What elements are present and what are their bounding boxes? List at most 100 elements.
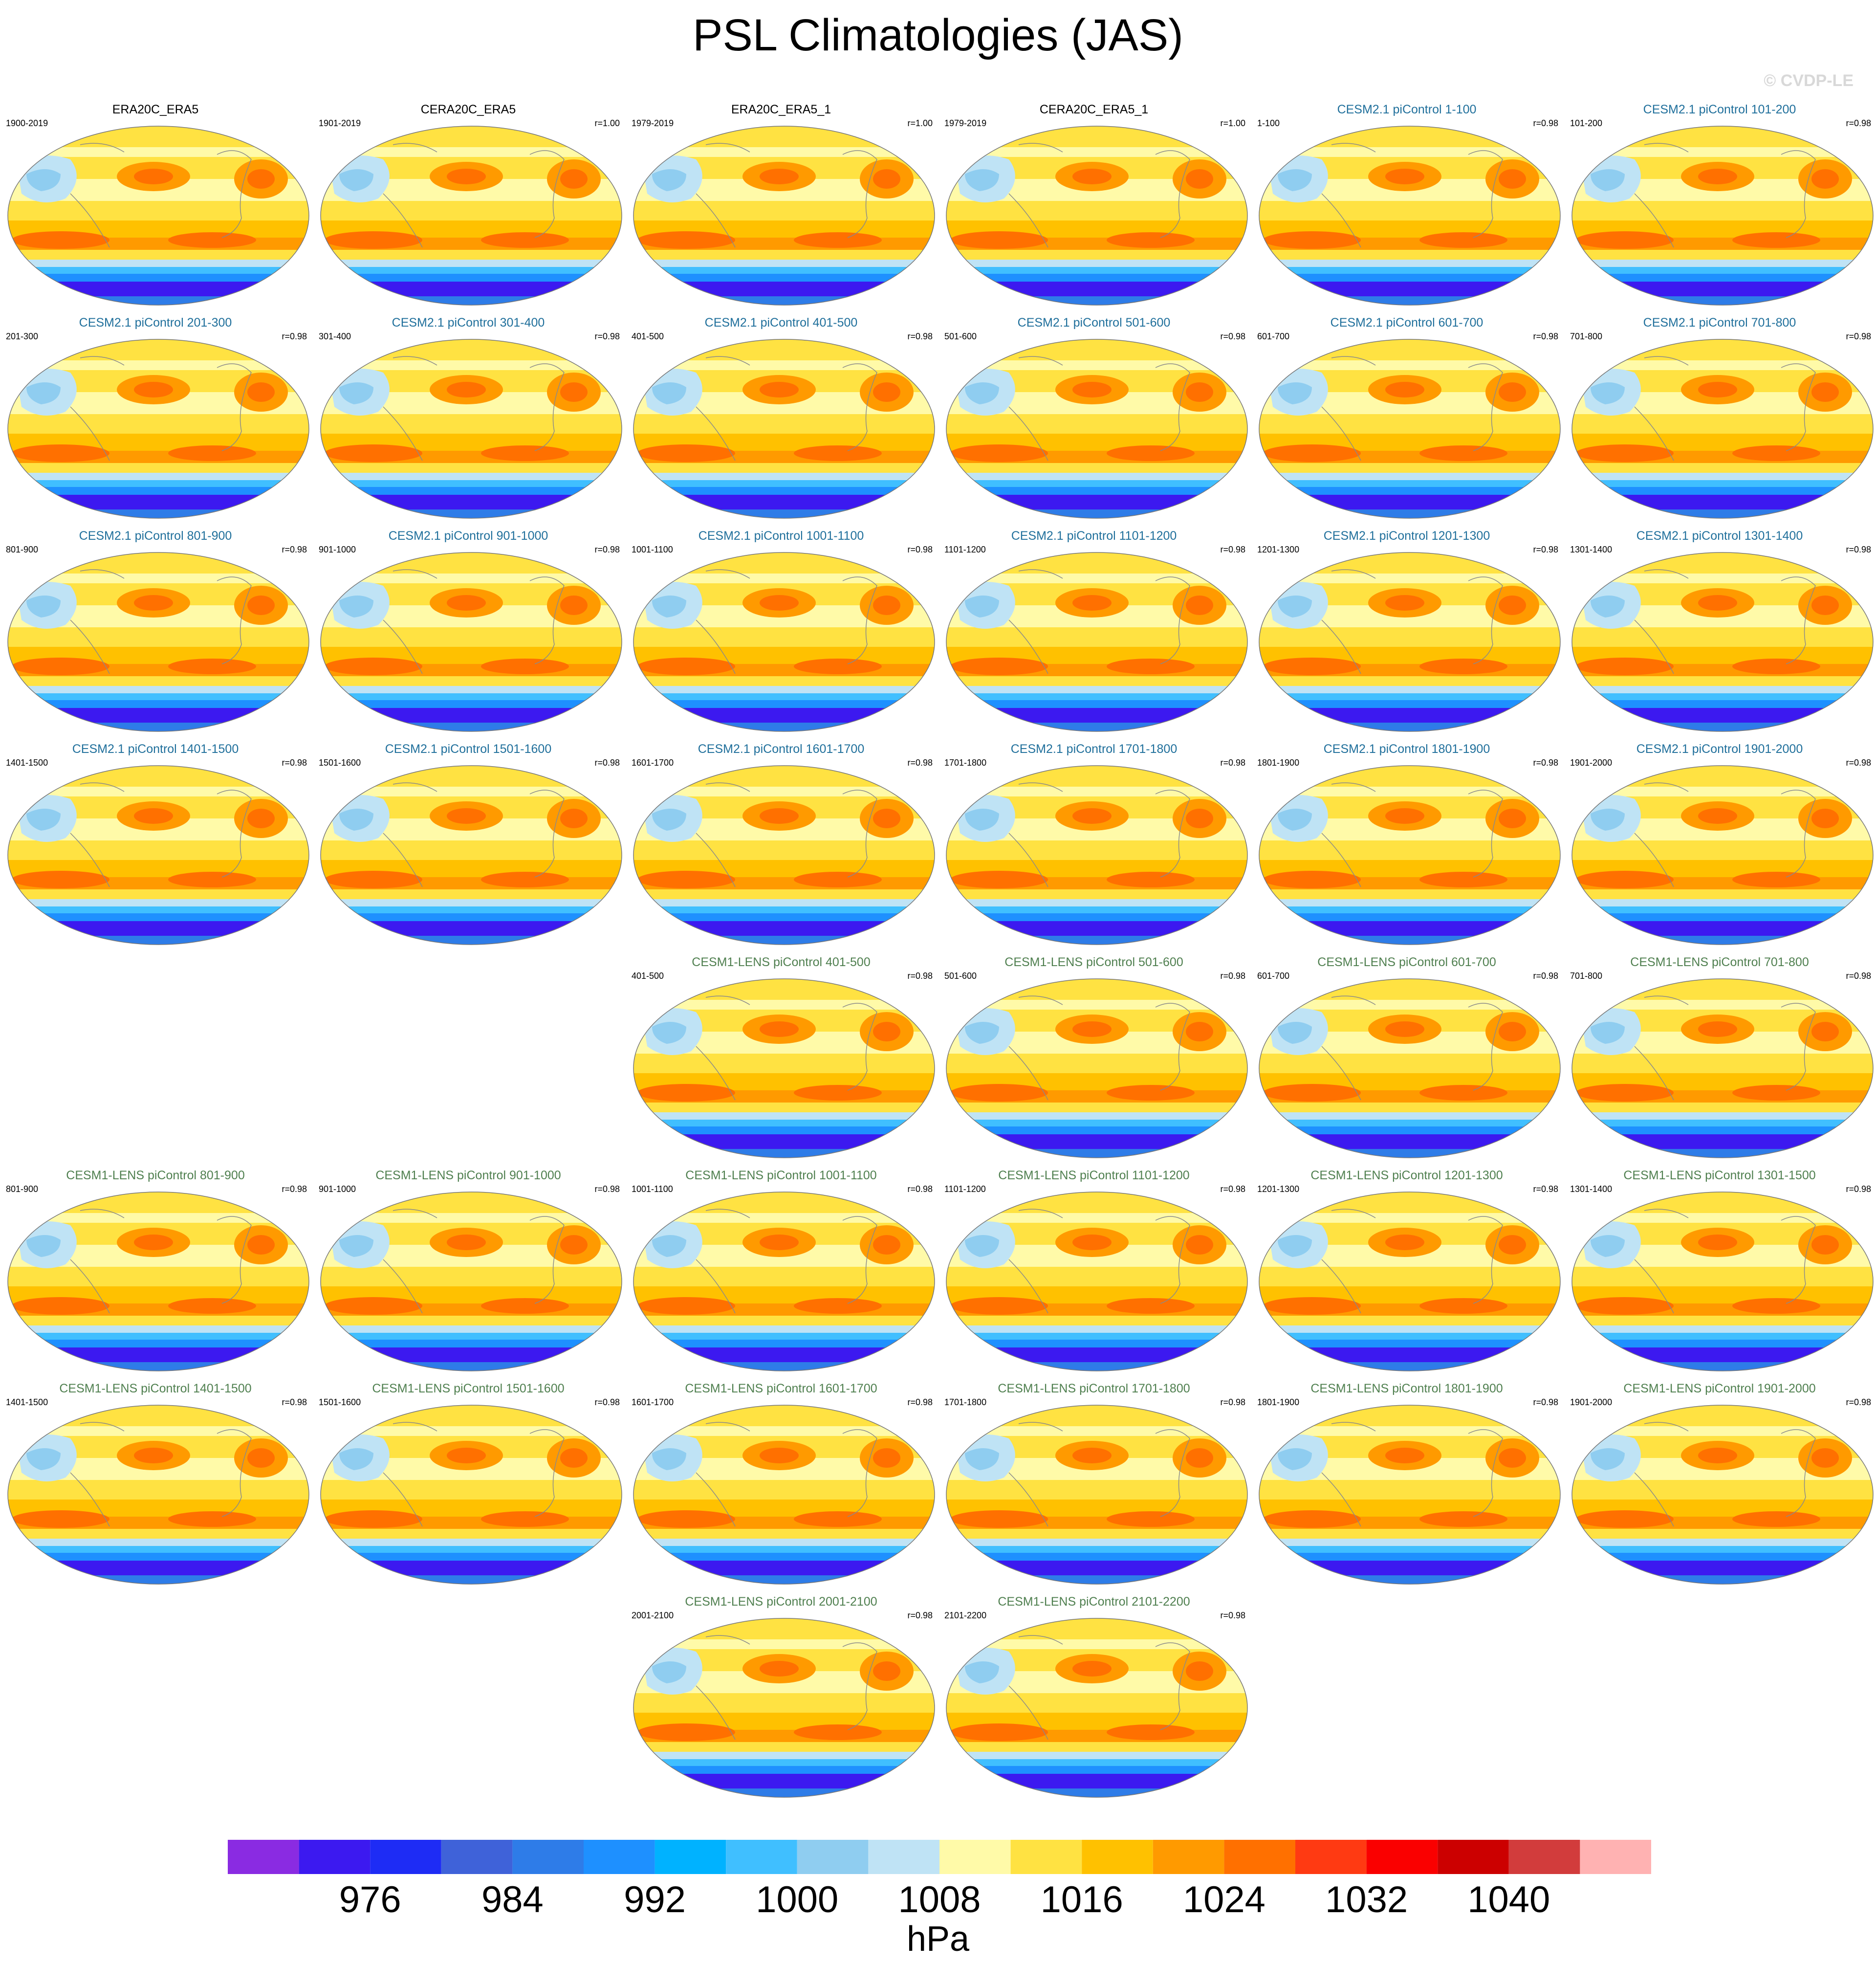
panel-title: CESM1-LENS piControl 1101-1200 <box>998 1169 1190 1182</box>
panel-years: 1979-2019 <box>632 118 674 128</box>
map-panel: CESM1-LENS piControl 501-600 501-600 r=0.9… <box>938 955 1249 1161</box>
panel-title: CESM1-LENS piControl 501-600 <box>1004 955 1183 969</box>
panel-years: 801-900 <box>6 545 39 554</box>
psl-map <box>1571 1405 1874 1585</box>
panel-title: CESM2.1 piControl 1101-1200 <box>1011 529 1177 543</box>
map-panel: CESM1-LENS piControl 801-900 801-900 r=0.9… <box>0 1169 311 1374</box>
panel-correlation: r=0.98 <box>1846 331 1871 341</box>
map-panel: CESM2.1 piControl 501-600 501-600 r=0.98 <box>938 316 1249 521</box>
psl-map <box>320 1192 622 1371</box>
panel-years: 301-400 <box>319 331 351 341</box>
psl-map <box>320 339 622 519</box>
map-panel: CESM1-LENS piControl 1201-1300 1201-1300 r… <box>1251 1169 1562 1374</box>
panel-years: 801-900 <box>6 1184 39 1194</box>
panel-years: 901-1000 <box>319 545 356 554</box>
map-panel: CESM1-LENS piControl 2001-2100 2001-2100 r… <box>626 1595 937 1800</box>
map-panel: CESM2.1 piControl 301-400 301-400 r=0.98 <box>313 316 624 521</box>
map-panel: CESM2.1 piControl 601-700 601-700 r=0.98 <box>1251 316 1562 521</box>
panel-title: CESM2.1 piControl 1701-1800 <box>1010 742 1178 756</box>
panel-title: CESM2.1 piControl 601-700 <box>1330 316 1483 330</box>
panel-years: 1900-2019 <box>6 118 48 128</box>
panel-correlation: r=1.00 <box>594 118 620 128</box>
panel-correlation: r=0.98 <box>1533 331 1558 341</box>
map-panel: CESM2.1 piControl 101-200 101-200 r=0.98 <box>1564 103 1875 308</box>
panel-years: 601-700 <box>1257 331 1290 341</box>
panel-correlation: r=0.98 <box>1220 1184 1245 1194</box>
panel-years: 1-100 <box>1257 118 1280 128</box>
map-panel: CESM1-LENS piControl 1401-1500 1401-1500 r… <box>0 1382 311 1587</box>
colorbar-swatch <box>512 1840 584 1874</box>
psl-map <box>1571 978 1874 1158</box>
panel-title: CESM2.1 piControl 1401-1500 <box>72 742 239 756</box>
colorbar-swatch <box>1224 1840 1295 1874</box>
panel-title: CESM2.1 piControl 1801-1900 <box>1323 742 1490 756</box>
panel-correlation: r=0.98 <box>1846 971 1871 981</box>
panel-years: 501-600 <box>944 331 977 341</box>
panel-years: 901-1000 <box>319 1184 356 1194</box>
panel-correlation: r=0.98 <box>907 1611 933 1620</box>
panel-title: CESM1-LENS piControl 1801-1900 <box>1310 1382 1503 1395</box>
panel-title: CESM1-LENS piControl 1401-1500 <box>59 1382 252 1395</box>
panel-title: CESM1-LENS piControl 401-500 <box>692 955 871 969</box>
panel-title: CERA20C_ERA5_1 <box>1039 103 1149 116</box>
panel-correlation: r=0.98 <box>1846 118 1871 128</box>
panel-title: ERA20C_ERA5 <box>112 103 199 116</box>
panel-title: CESM1-LENS piControl 1301-1500 <box>1623 1169 1816 1182</box>
map-panel: CESM2.1 piControl 1801-1900 1801-1900 r=0.… <box>1251 742 1562 948</box>
colorbar-swatch <box>584 1840 655 1874</box>
psl-map <box>1571 1192 1874 1371</box>
map-panel: CESM2.1 piControl 1401-1500 1401-1500 r=0.… <box>0 742 311 948</box>
psl-map <box>1259 126 1561 306</box>
panel-correlation: r=0.98 <box>1220 331 1245 341</box>
panel-correlation: r=0.98 <box>1533 758 1558 768</box>
colorbar-tick-label: 1008 <box>898 1879 981 1920</box>
psl-map <box>946 1192 1248 1371</box>
panel-correlation: r=1.00 <box>1220 118 1245 128</box>
map-panel: CESM1-LENS piControl 1901-2000 1901-2000 r… <box>1564 1382 1875 1587</box>
psl-map <box>7 552 309 732</box>
psl-map <box>7 126 309 306</box>
psl-map <box>7 339 309 519</box>
map-panel: CESM1-LENS piControl 901-1000 901-1000 r=0… <box>313 1169 624 1374</box>
psl-map <box>7 1192 309 1371</box>
map-panel: CESM1-LENS piControl 1801-1900 1801-1900 r… <box>1251 1382 1562 1587</box>
psl-map <box>1571 765 1874 945</box>
map-panel: CERA20C_ERA5 1901-2019 r=1.00 <box>313 103 624 308</box>
colorbar-tick-label: 1032 <box>1325 1879 1408 1920</box>
map-panel: CESM2.1 piControl 401-500 401-500 r=0.98 <box>626 316 937 521</box>
panel-years: 1701-1800 <box>944 758 987 768</box>
psl-map <box>633 339 935 519</box>
psl-map <box>946 339 1248 519</box>
map-panel: CESM2.1 piControl 201-300 201-300 r=0.98 <box>0 316 311 521</box>
panel-correlation: r=0.98 <box>1846 545 1871 554</box>
panel-years: 1501-1600 <box>319 1397 361 1407</box>
colorbar-swatch <box>1010 1840 1082 1874</box>
panel-years: 1901-2000 <box>1570 1397 1613 1407</box>
panel-correlation: r=0.98 <box>907 545 933 554</box>
panel-years: 701-800 <box>1570 971 1603 981</box>
map-panel: CESM2.1 piControl 801-900 801-900 r=0.98 <box>0 529 311 734</box>
panel-correlation: r=0.98 <box>1220 971 1245 981</box>
panel-correlation: r=0.98 <box>1533 545 1558 554</box>
map-panel-grid: ERA20C_ERA5 1900-2019 CERA20C_ERA5 1901-201… <box>0 103 1875 1800</box>
map-panel: CESM1-LENS piControl 1701-1800 1701-1800 r… <box>938 1382 1249 1587</box>
map-panel: CESM2.1 piControl 701-800 701-800 r=0.98 <box>1564 316 1875 521</box>
psl-map <box>320 765 622 945</box>
map-panel: CESM2.1 piControl 1301-1400 1301-1400 r=0.… <box>1564 529 1875 734</box>
panel-years: 1101-1200 <box>944 1184 986 1194</box>
psl-map <box>1259 1192 1561 1371</box>
colorbar-swatch <box>299 1840 371 1874</box>
panel-years: 1001-1100 <box>632 545 673 554</box>
map-panel: CESM2.1 piControl 1601-1700 1601-1700 r=0.… <box>626 742 937 948</box>
panel-years: 1201-1300 <box>1257 1184 1300 1194</box>
colorbar-tick-labels: 976 984 992 1000 1008 1016 1024 1032 1040 <box>0 1878 1876 1922</box>
colorbar-swatch <box>228 1840 299 1874</box>
panel-title: CESM2.1 piControl 901-1000 <box>388 529 548 543</box>
psl-map <box>633 1618 935 1798</box>
colorbar-swatch <box>441 1840 513 1874</box>
map-panel: CESM1-LENS piControl 401-500 401-500 r=0.9… <box>626 955 937 1161</box>
panel-correlation: r=0.98 <box>1220 1611 1245 1620</box>
panel-title: CESM2.1 piControl 1301-1400 <box>1636 529 1803 543</box>
colorbar-swatch <box>726 1840 797 1874</box>
panel-years: 2101-2200 <box>944 1611 987 1620</box>
